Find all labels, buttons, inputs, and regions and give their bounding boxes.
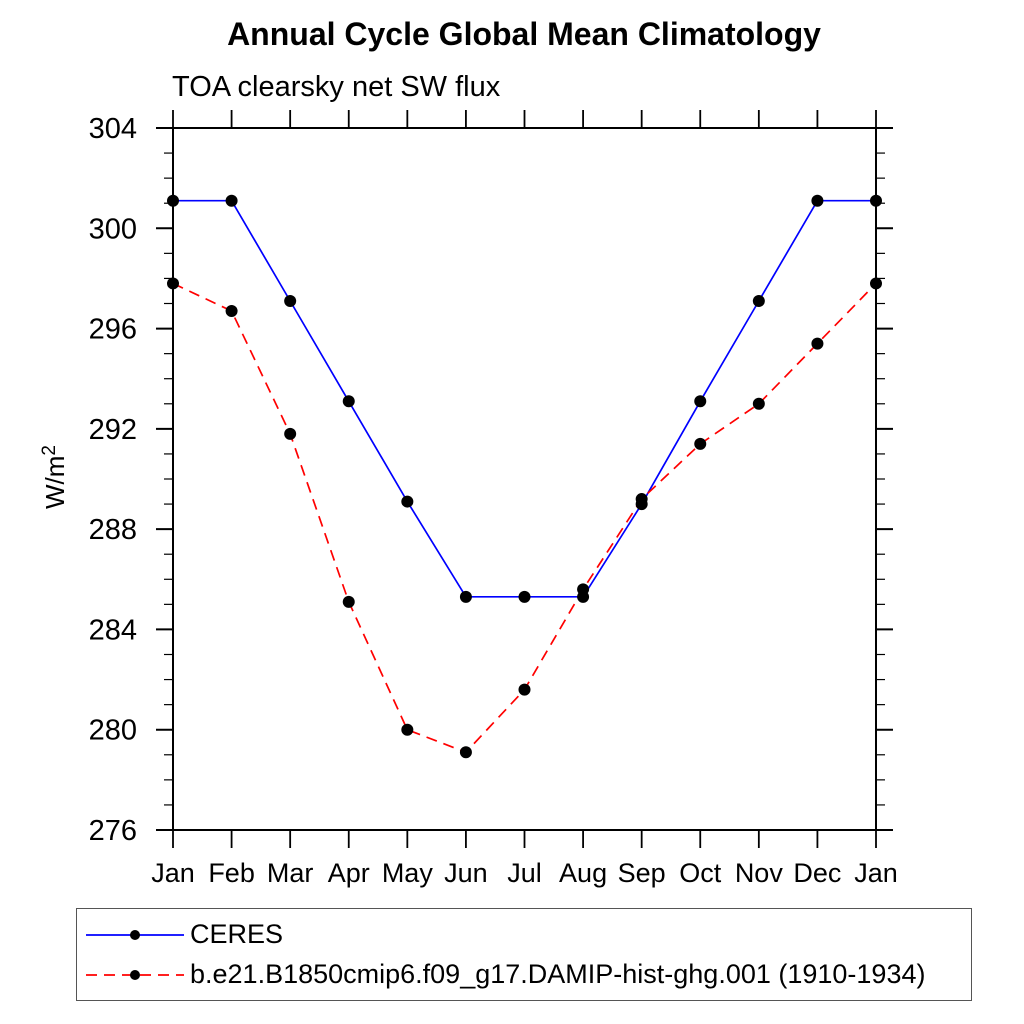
x-tick-label: Aug bbox=[559, 858, 607, 888]
data-point-marker bbox=[225, 305, 238, 318]
x-tick-label: Jan bbox=[854, 858, 898, 888]
data-point-marker bbox=[167, 277, 179, 290]
chart-subtitle: TOA clearsky net SW flux bbox=[172, 71, 501, 103]
data-point-marker bbox=[284, 427, 297, 440]
x-tick-label: Jan bbox=[151, 858, 195, 888]
data-point-marker bbox=[342, 395, 355, 408]
data-point-marker bbox=[342, 595, 355, 608]
x-tick-label: Feb bbox=[208, 858, 255, 888]
data-point-marker bbox=[401, 723, 414, 736]
data-point-marker bbox=[811, 337, 824, 350]
data-point-marker bbox=[870, 277, 882, 290]
model-legend-marker bbox=[130, 969, 140, 980]
ceres-legend-marker bbox=[130, 929, 140, 940]
data-point-marker bbox=[518, 590, 531, 603]
data-point-marker bbox=[811, 194, 824, 207]
legend-item-model: b.e21.B1850cmip6.f09_g17.DAMIP-hist-ghg.… bbox=[83, 959, 971, 989]
y-tick-label: 304 bbox=[89, 113, 137, 145]
data-point-marker bbox=[167, 194, 179, 207]
legend: CERES b.e21.B1850cmip6.f09_g17.DAMIP-his… bbox=[76, 908, 972, 1001]
data-point-marker bbox=[459, 746, 472, 759]
data-point-marker bbox=[752, 294, 765, 307]
data-point-marker bbox=[635, 493, 648, 506]
y-tick-label: 276 bbox=[89, 815, 137, 847]
data-point-marker bbox=[577, 583, 590, 596]
y-tick-label: 284 bbox=[89, 614, 137, 646]
data-point-marker bbox=[870, 194, 882, 207]
x-tick-label: Sep bbox=[618, 858, 666, 888]
x-tick-label: Oct bbox=[679, 858, 722, 888]
y-tick-label: 288 bbox=[89, 514, 137, 546]
x-tick-label: Jun bbox=[444, 858, 488, 888]
x-tick-label: Apr bbox=[328, 858, 370, 888]
y-tick-label: 292 bbox=[89, 414, 137, 446]
legend-item-ceres: CERES bbox=[83, 919, 971, 949]
data-point-marker bbox=[284, 294, 297, 307]
x-tick-label: May bbox=[382, 858, 434, 888]
legend-label-ceres: CERES bbox=[190, 919, 284, 949]
x-tick-label: Nov bbox=[735, 858, 784, 888]
data-point-marker bbox=[225, 194, 238, 207]
y-tick-label: 296 bbox=[89, 314, 137, 346]
x-tick-label: Jul bbox=[507, 858, 542, 888]
data-point-marker bbox=[459, 590, 472, 603]
series-line-model bbox=[172, 282, 877, 754]
series-line-ceres bbox=[173, 199, 876, 598]
data-point-marker bbox=[694, 395, 707, 408]
chart-title: Annual Cycle Global Mean Climatology bbox=[227, 16, 821, 52]
plot-frame bbox=[172, 127, 877, 831]
data-point-marker bbox=[752, 397, 765, 410]
x-tick-label: Dec bbox=[793, 858, 841, 888]
y-tick-label: 300 bbox=[89, 213, 137, 245]
y-axis-title: W/m2 bbox=[39, 445, 70, 509]
y-tick-label: 280 bbox=[89, 715, 137, 747]
legend-label-model: b.e21.B1850cmip6.f09_g17.DAMIP-hist-ghg.… bbox=[190, 959, 926, 989]
data-point-marker bbox=[401, 495, 414, 508]
x-tick-label: Mar bbox=[267, 858, 314, 888]
model-line-sample-icon bbox=[86, 969, 184, 980]
data-point-marker bbox=[694, 437, 707, 450]
data-point-marker bbox=[518, 683, 531, 696]
ceres-line-sample-icon bbox=[86, 929, 184, 940]
